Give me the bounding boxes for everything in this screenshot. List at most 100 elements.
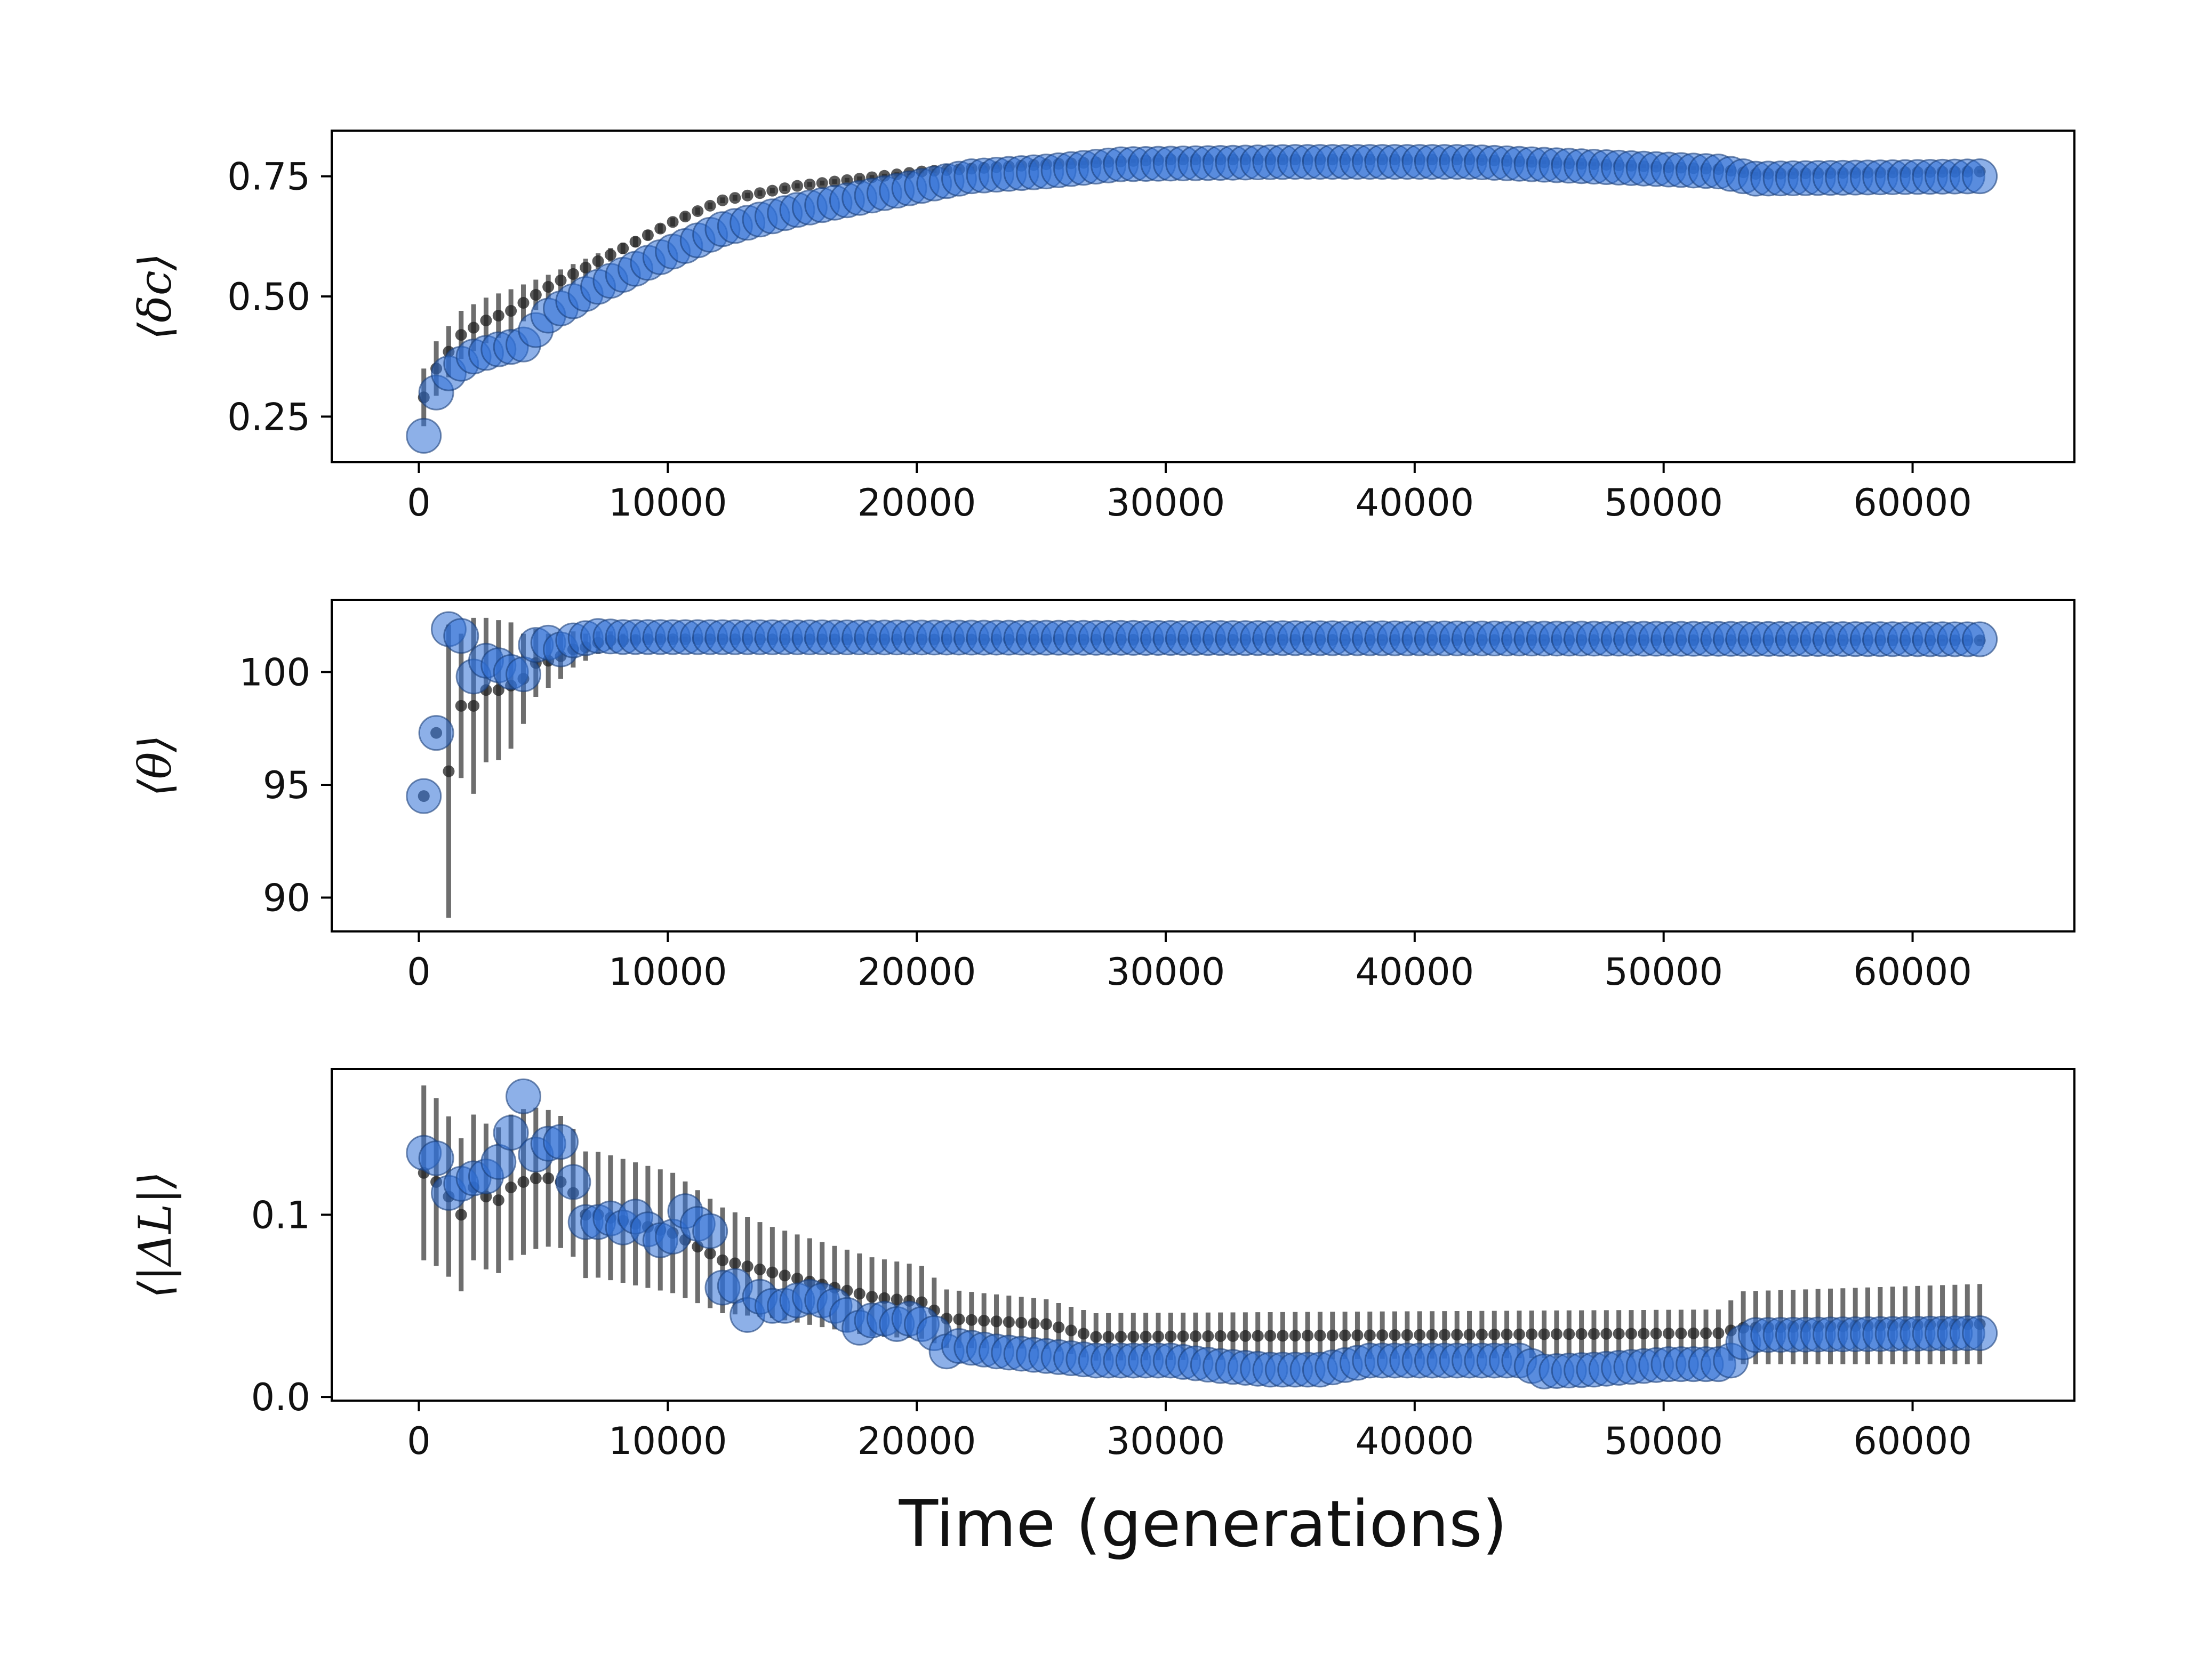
mean-point	[804, 178, 816, 190]
mean-point	[1526, 1328, 1538, 1340]
data-point	[505, 1078, 541, 1114]
y-tick-label: 0.75	[227, 155, 310, 199]
mean-point	[555, 274, 567, 286]
mean-point	[455, 329, 467, 341]
mean-point	[1252, 1330, 1264, 1342]
mean-point	[1463, 1329, 1476, 1341]
data-point	[418, 715, 454, 751]
mean-point	[1090, 1331, 1102, 1343]
data-point	[543, 1124, 579, 1160]
mean-point	[779, 1269, 791, 1282]
mean-point	[1488, 1329, 1501, 1341]
mean-point	[1152, 1330, 1164, 1343]
mean-point	[1314, 1329, 1326, 1341]
mean-point	[1339, 1329, 1351, 1341]
mean-point	[1476, 1329, 1488, 1341]
data-point	[443, 618, 479, 654]
x-axis-label: Time (generations)	[899, 1488, 1508, 1562]
mean-point	[468, 700, 480, 712]
mean-point	[1115, 1331, 1127, 1343]
mean-point	[468, 321, 480, 334]
mean-point	[754, 1263, 766, 1275]
mean-point	[704, 199, 716, 212]
x-tick-label: 60000	[1853, 1419, 1972, 1463]
mean-point	[741, 189, 754, 202]
mean-point	[791, 1273, 804, 1285]
mean-point	[542, 1172, 555, 1185]
mean-point	[1687, 1327, 1700, 1339]
mean-point	[1351, 1329, 1364, 1341]
data-point	[1962, 158, 1998, 195]
mean-point	[1102, 1331, 1115, 1343]
mean-point	[443, 765, 455, 777]
mean-point	[978, 1315, 990, 1327]
x-tick-label: 30000	[1107, 481, 1225, 525]
mean-point	[1538, 1328, 1550, 1340]
axes-frame	[331, 1068, 2075, 1402]
data-point	[692, 1213, 728, 1249]
mean-point	[766, 1266, 779, 1279]
y-tick-label: 0.1	[251, 1193, 310, 1237]
mean-point	[1077, 1328, 1089, 1340]
mean-point	[455, 700, 467, 712]
mean-point	[1600, 1328, 1613, 1340]
mean-point	[1214, 1330, 1227, 1343]
mean-point	[1015, 1316, 1028, 1329]
mean-point	[1376, 1329, 1389, 1341]
mean-point	[692, 205, 704, 217]
mean-point	[1264, 1330, 1277, 1342]
mean-point	[1712, 1327, 1725, 1339]
plot-area	[406, 144, 1998, 454]
y-axis-label: ⟨θ⟩	[129, 735, 181, 797]
mean-point	[1227, 1330, 1239, 1342]
mean-point	[1501, 1328, 1513, 1340]
x-tick-label: 10000	[608, 481, 727, 525]
data-point	[418, 1140, 454, 1176]
mean-point	[1326, 1329, 1339, 1341]
mean-point	[1613, 1328, 1625, 1340]
mean-point	[729, 192, 741, 204]
mean-point	[1239, 1330, 1252, 1342]
mean-point	[617, 242, 629, 254]
mean-point	[1065, 1324, 1077, 1337]
mean-point	[1140, 1330, 1152, 1343]
mean-point	[517, 1176, 530, 1188]
panel-3: 0 10000 20000 30000 40000 50000 60000 0.0 0.1 ⟨|Δ…	[129, 1068, 2075, 1562]
y-axis-label: ⟨δc⟩	[129, 253, 181, 340]
mean-point	[679, 211, 691, 223]
mean-point	[642, 229, 654, 242]
mean-point	[1040, 1318, 1052, 1330]
x-tick-label: 60000	[1853, 950, 1972, 994]
mean-point	[1513, 1328, 1525, 1340]
mean-point	[1638, 1328, 1650, 1340]
mean-point	[1364, 1329, 1376, 1341]
x-tick-label: 40000	[1355, 481, 1474, 525]
mean-point	[1053, 1321, 1065, 1333]
mean-point	[1202, 1330, 1214, 1343]
mean-point	[517, 297, 530, 309]
mean-point	[1675, 1327, 1687, 1339]
mean-point	[542, 280, 555, 293]
y-tick-label: 100	[239, 650, 310, 694]
mean-point	[505, 1181, 517, 1194]
mean-point	[1127, 1330, 1140, 1343]
data-point	[493, 1115, 529, 1151]
y-tick-label: 0.50	[227, 275, 310, 319]
mean-point	[1588, 1328, 1600, 1340]
x-tick-label: 40000	[1355, 950, 1474, 994]
x-tick-label: 20000	[857, 481, 976, 525]
mean-point	[530, 288, 542, 301]
x-tick-label: 50000	[1604, 481, 1723, 525]
mean-point	[1277, 1330, 1289, 1342]
y-tick-label: 90	[263, 877, 310, 920]
mean-point	[716, 1254, 728, 1266]
mean-point	[1401, 1329, 1413, 1341]
mean-point	[1389, 1329, 1401, 1341]
mean-point	[604, 248, 616, 261]
mean-point	[629, 236, 642, 248]
mean-point	[1550, 1328, 1562, 1340]
mean-point	[567, 268, 579, 280]
mean-point	[1563, 1328, 1575, 1340]
y-tick-label: 0.0	[251, 1376, 310, 1419]
